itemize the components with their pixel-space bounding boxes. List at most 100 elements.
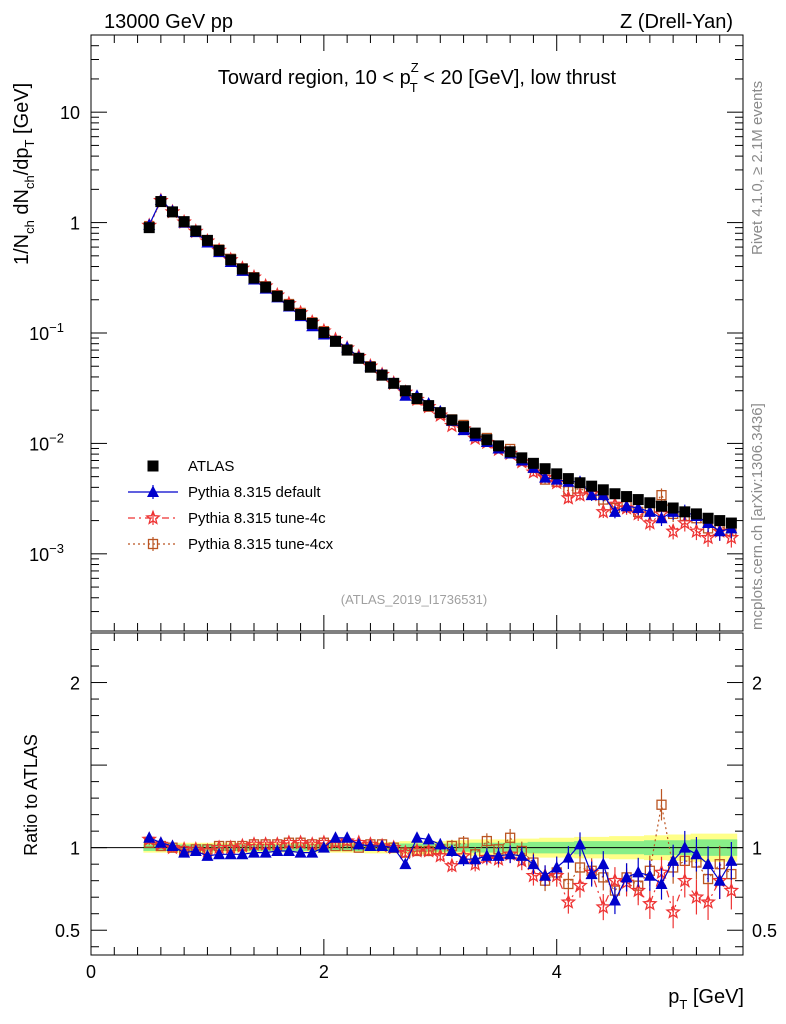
data-point (469, 427, 481, 439)
ratio-point (236, 847, 249, 860)
ratio-point (595, 898, 612, 914)
ratio-point (480, 849, 493, 861)
main-series-layer (141, 192, 740, 548)
x-tick-label: 4 (552, 962, 562, 982)
data-point (458, 421, 470, 433)
data-point (700, 529, 717, 545)
data-point (155, 196, 167, 208)
data-point (597, 484, 609, 496)
data-point (560, 489, 577, 505)
data-point (643, 505, 656, 517)
ratio-point (563, 878, 574, 890)
ratio-point (317, 841, 330, 853)
data-point (644, 497, 656, 509)
data-point (656, 500, 667, 512)
ratio-point (411, 831, 423, 843)
main-y-tick-label: 10−2 (29, 430, 64, 454)
ratio-point (399, 857, 412, 870)
ylabel-a-sub: ch (22, 220, 37, 234)
main-y-label: 1/Nch dNch/dpT [GeV] (11, 83, 37, 265)
ratio-point (572, 877, 588, 893)
data-point (539, 471, 552, 483)
main-y-tick-label: 1 (70, 214, 80, 234)
data-point (572, 486, 588, 502)
chart-title: Toward region, 10 < pZ T < 20 [GeV], low … (218, 60, 617, 95)
data-point (632, 501, 645, 514)
ylabel-b: dN (11, 189, 33, 220)
ratio-point (667, 854, 680, 866)
header-right: Z (Drell-Yan) (620, 11, 733, 33)
ratio-point (665, 903, 682, 919)
ratio-y-label: Ratio to ATLAS (21, 734, 41, 856)
analysis-id: (ATLAS_2019_I1736531) (341, 592, 487, 607)
ratio-point (620, 870, 633, 883)
data-point (388, 377, 400, 389)
mcplots-credit: mcplots.cern.ch [arXiv:1306.3436] (749, 403, 766, 630)
ratio-point (341, 831, 354, 843)
data-point (688, 523, 705, 538)
data-point (504, 446, 516, 458)
ratio-point (306, 846, 319, 858)
title-sub: T (410, 80, 418, 95)
data-point (167, 206, 178, 218)
data-point (295, 309, 307, 321)
data-point (527, 457, 539, 469)
x-tick-label: 2 (319, 962, 329, 982)
ratio-point (723, 882, 740, 898)
legend-item: Pythia 8.315 tune-4c (128, 509, 326, 527)
ylabel-d: [GeV] (11, 83, 33, 140)
ratio-point (387, 841, 400, 853)
data-point (641, 514, 658, 530)
data-point (353, 352, 365, 364)
xlabel-p: p (668, 986, 679, 1008)
ratio-point (329, 831, 342, 843)
ratio-point (548, 867, 565, 883)
main-y-tick-label: 10 (60, 103, 80, 123)
ratio-point (376, 839, 389, 852)
ratio-point (630, 882, 647, 898)
data-point (318, 327, 330, 339)
ratio-point (597, 857, 610, 870)
ratio-point (688, 888, 705, 904)
ratio-point (504, 847, 517, 860)
data-point (306, 317, 318, 329)
data-point (399, 385, 411, 397)
data-point (283, 299, 295, 311)
tick-exponent: −1 (49, 320, 64, 335)
legend-marker (145, 509, 161, 525)
ratio-point (655, 877, 668, 889)
ratio-point (643, 869, 656, 881)
data-point (690, 508, 702, 520)
legend-item: Pythia 8.315 default (128, 484, 321, 501)
ratio-point (420, 842, 437, 858)
ratio-point (166, 839, 179, 852)
data-point (411, 393, 423, 405)
data-point (446, 414, 458, 426)
main-axis-ticks (90, 34, 744, 632)
ratio-point (632, 865, 645, 878)
data-point (713, 524, 726, 537)
ratio-axis-ticks (90, 632, 744, 955)
ratio-point (676, 872, 693, 888)
xlabel-sub: T (679, 997, 687, 1012)
data-point (586, 480, 598, 492)
data-point (525, 463, 542, 479)
ratio-point (434, 837, 447, 850)
legend-label: ATLAS (188, 458, 234, 475)
ratio-point (713, 874, 726, 886)
ratio-point (656, 799, 667, 810)
ratio-point (445, 844, 458, 856)
ratio-point (294, 846, 307, 858)
data-point (225, 254, 237, 266)
legend-marker (147, 538, 159, 550)
data-point (676, 514, 693, 530)
ratio-point (201, 849, 214, 861)
legend-label: Pythia 8.315 tune-4cx (188, 536, 334, 553)
ratio-point (271, 844, 284, 856)
data-point (434, 407, 446, 419)
tick-base: 10 (29, 434, 49, 454)
ratio-point (352, 837, 365, 850)
ratio-point (154, 836, 167, 848)
